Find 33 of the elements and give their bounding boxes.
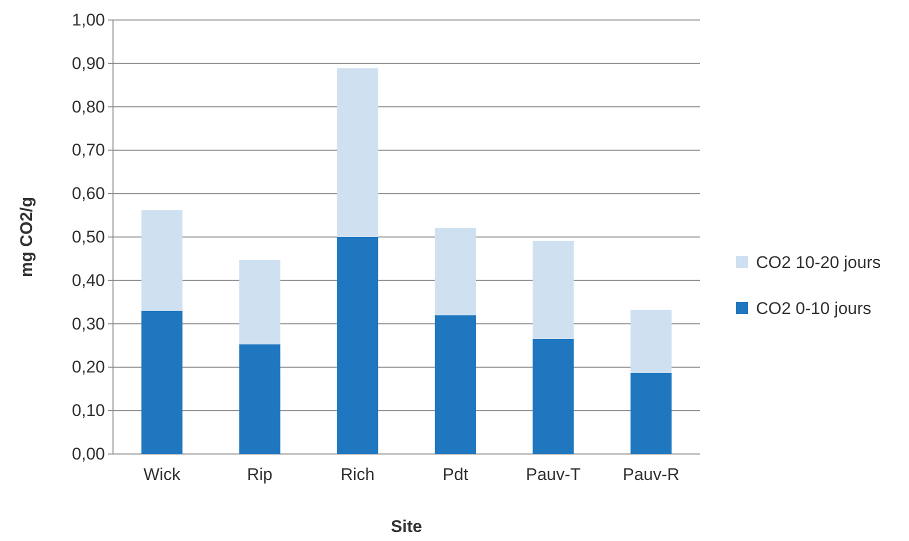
bar	[434, 228, 476, 316]
bar	[141, 210, 182, 311]
y-tick-label: 0,90	[72, 54, 105, 73]
bar	[630, 372, 672, 454]
bar	[141, 310, 182, 454]
y-tick-label: 0,40	[72, 270, 105, 290]
x-tick-label: Pauv-T	[526, 465, 581, 484]
x-tick-label: Rich	[340, 465, 375, 484]
x-tick-label: Rip	[246, 465, 273, 484]
y-axis-title: mg CO2/g	[17, 196, 36, 278]
bar	[239, 344, 280, 454]
y-tick-label: 0,50	[72, 227, 105, 246]
x-tick-label: Pauv-R	[622, 465, 680, 484]
legend-label: CO2 10-20 jours	[756, 253, 881, 272]
legend-label: CO2 0-10 jours	[756, 299, 872, 318]
y-tick-label: 1,00	[72, 10, 105, 30]
y-tick-label: 0,30	[72, 314, 105, 334]
y-tick-label: 0,80	[72, 97, 105, 116]
bar	[630, 310, 672, 373]
y-tick-label: 0,20	[72, 358, 105, 377]
bar	[532, 338, 574, 454]
bar	[239, 260, 280, 344]
bar	[532, 240, 574, 339]
y-tick-label: 0,00	[72, 444, 105, 464]
bar	[337, 68, 378, 237]
x-tick-label: Wick	[144, 465, 181, 484]
bar	[337, 237, 378, 454]
x-axis-title: Site	[390, 517, 422, 536]
y-tick-label: 0,60	[72, 184, 105, 204]
y-tick-label: 0,70	[72, 140, 105, 160]
x-tick-label: Pdt	[442, 465, 468, 484]
bar	[434, 315, 476, 454]
y-tick-label: 0,10	[72, 401, 105, 420]
